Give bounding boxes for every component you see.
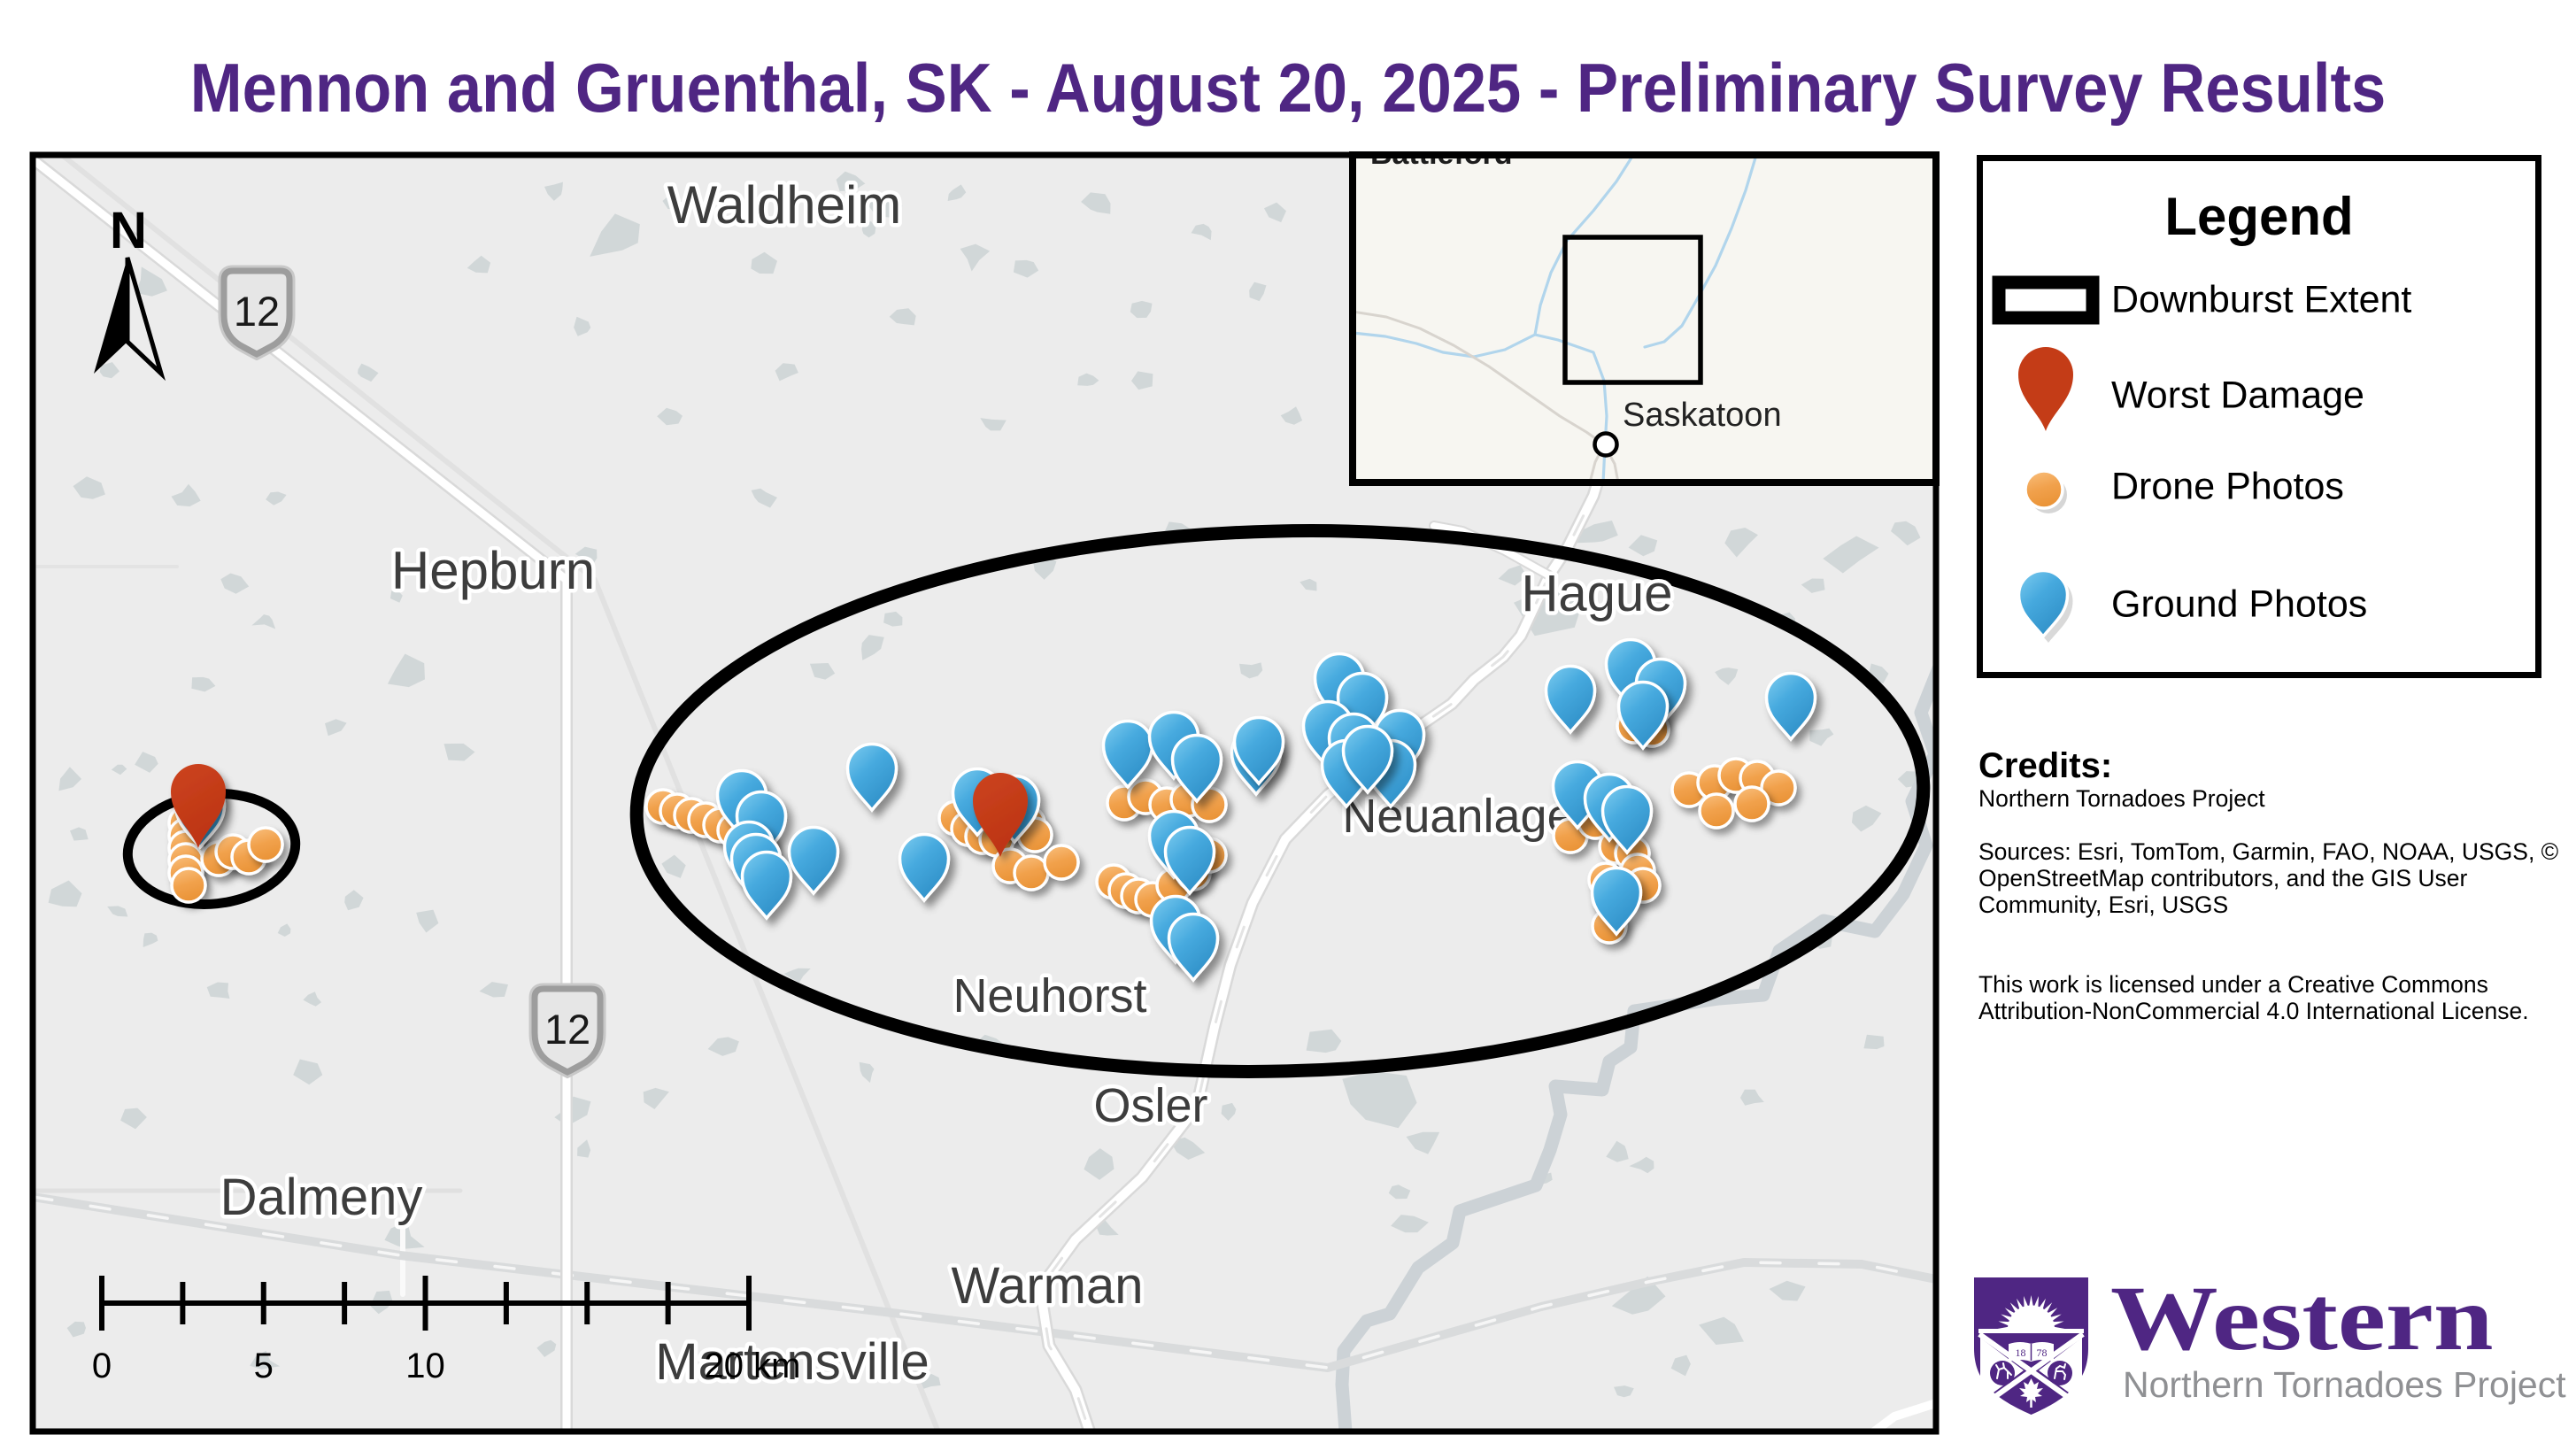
legend: Legend Downburst Extent Worst Damage Dro… [1977, 155, 2541, 678]
legend-label-drone-photos: Drone Photos [2111, 465, 2344, 508]
inset-extent-rectangle [1562, 235, 1703, 385]
highway-shield: 12 [224, 271, 289, 354]
svg-text:78: 78 [2037, 1347, 2048, 1359]
scale-bar-label: 20 km [705, 1347, 801, 1385]
highway-shield-number: 12 [234, 288, 280, 335]
north-arrow-left-half [94, 258, 127, 374]
credits-line: Attribution-NonCommercial 4.0 Internatio… [1978, 998, 2529, 1024]
north-arrow-label: N [110, 202, 147, 259]
downburst-extent-icon [1992, 275, 2100, 325]
drone-photo-marker [1760, 769, 1797, 806]
town-label: Osler [1093, 1079, 1207, 1132]
map-roads-rivers [33, 155, 1936, 1431]
inset-background [1353, 155, 1936, 482]
logo-open-book: 18 78 [2009, 1342, 2054, 1362]
logo-sunburst [1997, 1295, 2065, 1331]
credits-line: Community, Esri, USGS [1978, 891, 2229, 918]
north-arrow: N [94, 202, 166, 382]
western-logo-shield: 18 78 [1974, 1277, 2088, 1415]
credits-line: OpenStreetMap contributors, and the GIS … [1978, 865, 2468, 891]
ground-photo-pin-icon [2017, 568, 2073, 643]
town-label: Warman [952, 1257, 1144, 1315]
credits-block: Credits: Northern Tornadoes Project Sour… [1978, 746, 2572, 1025]
drone-photo-marker [1733, 785, 1770, 822]
town-label: Hepburn [391, 541, 595, 600]
downburst-extent-ellipse [629, 524, 1931, 1078]
highway-shield-number: 12 [544, 1006, 590, 1053]
north-arrow-right-half [125, 257, 166, 382]
credits-line: Sources: Esri, TomTom, Garmin, FAO, NOAA… [1978, 838, 2559, 865]
western-wordmark: Western [2110, 1268, 2494, 1370]
town-label: Neuhorst [953, 969, 1146, 1022]
legend-label-downburst-extent: Downburst Extent [2111, 278, 2412, 321]
credits-line [1978, 945, 2572, 971]
svg-text:18: 18 [2016, 1347, 2026, 1359]
drone-photo-marker [1698, 792, 1735, 830]
legend-label-ground-photos: Ground Photos [2111, 583, 2368, 626]
town-label: Martensville [655, 1333, 929, 1391]
scale-bar: 0 5 10 20 km [92, 1276, 801, 1385]
ntp-wordmark: Northern Tornadoes Project [2123, 1364, 2566, 1405]
logo-stag-medallion [1990, 1361, 2015, 1385]
credits-lines: Northern Tornadoes Project Sources: Esri… [1978, 785, 2572, 1024]
drone-photo-dot-icon [2024, 469, 2067, 513]
page-title: Mennon and Gruenthal, SK - August 20, 20… [189, 49, 2387, 127]
town-label: Waldheim [667, 175, 902, 235]
drone-photo-marker [1043, 844, 1080, 881]
town-label: Hague [1522, 565, 1673, 622]
legend-label-worst-damage: Worst Damage [2111, 374, 2364, 417]
credits-line [1978, 812, 2572, 838]
town-labels: Waldheim Hepburn Dalmeny Martensville Warman… [216, 172, 1677, 1395]
town-label: Neuanlage [1342, 790, 1573, 843]
inset-city-dot [1593, 431, 1619, 458]
highway-shield: 12 [535, 989, 600, 1072]
inset-city-label: Saskatoon [1623, 397, 1782, 434]
scale-bar-label: 5 [254, 1347, 274, 1385]
logo-maple-leaf [2019, 1378, 2043, 1408]
highway-shields: 12 12 [224, 271, 600, 1072]
town-label: Dalmeny [220, 1169, 423, 1226]
credits-line: Northern Tornadoes Project [1978, 785, 2265, 812]
credits-heading: Credits: [1978, 746, 2113, 785]
inset-overview-map: Saskatoon Battleford [1349, 137, 1940, 486]
credits-line [1978, 918, 2572, 945]
scale-bar-label: 10 [405, 1347, 445, 1385]
scale-bar-label: 0 [92, 1347, 112, 1385]
credits-line: This work is licensed under a Creative C… [1978, 971, 2488, 998]
logo-lion-medallion [2048, 1361, 2072, 1385]
inset-cutoff-label: Battleford [1370, 137, 1513, 171]
legend-title: Legend [2164, 187, 2354, 246]
drone-photo-marker [170, 867, 207, 904]
worst-damage-pin-icon [2018, 346, 2073, 431]
map-border [29, 151, 1940, 1435]
drone-photo-marker [247, 826, 284, 863]
